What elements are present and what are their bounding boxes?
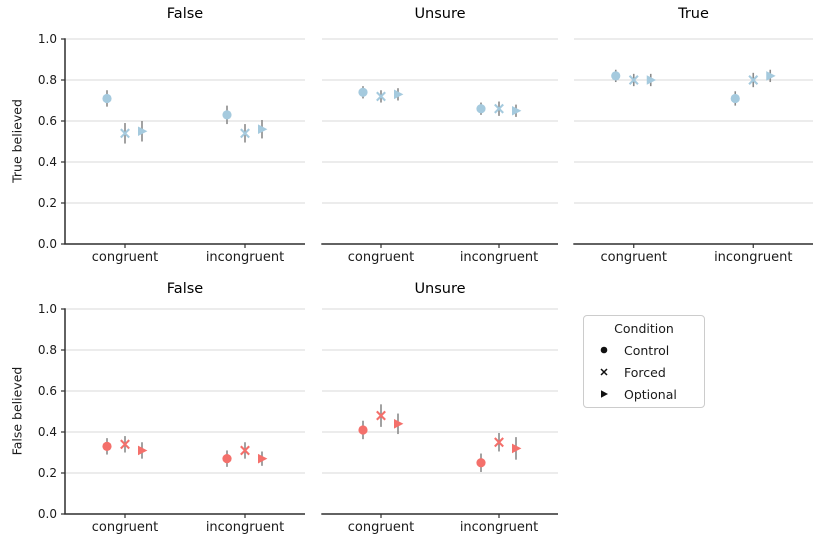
- x-category-label: congruent: [91, 250, 159, 265]
- data-point-forced: [748, 75, 759, 85]
- data-point-optional: [258, 124, 268, 134]
- data-point-control: [358, 425, 368, 435]
- panel-title-bottom-unsure: Unsure: [414, 281, 466, 297]
- data-point-optional: [394, 89, 404, 100]
- data-point-control: [730, 93, 740, 104]
- y-tick-label: 0.8: [37, 73, 57, 87]
- x-category-label: incongruent: [459, 520, 539, 535]
- x-category-label: congruent: [600, 250, 667, 265]
- data-point-optional: [512, 105, 522, 116]
- y-tick-label: 1.0: [37, 302, 57, 316]
- data-point-optional: [138, 126, 148, 137]
- x-category-label: incongruent: [459, 250, 539, 265]
- panel-title-bottom-false: False: [166, 281, 204, 297]
- data-point-control: [476, 104, 486, 114]
- legend-marker-triangle-right-icon: [601, 390, 608, 398]
- data-point-forced: [376, 91, 386, 102]
- legend-item-label: Optional: [624, 386, 677, 402]
- x-category-label: incongruent: [205, 520, 285, 535]
- y-tick-label: 0.2: [37, 466, 57, 480]
- legend-marker-circle-icon: [600, 346, 608, 354]
- x-category-label: congruent: [91, 520, 159, 535]
- y-tick-label: 0.6: [37, 384, 57, 398]
- legend-item-label: Control: [624, 342, 670, 358]
- y-tick-label: 1.0: [37, 32, 57, 46]
- legend-title: Condition: [614, 321, 674, 336]
- data-point-optional: [646, 75, 657, 85]
- y-tick-label: 0.6: [37, 114, 57, 128]
- data-point-optional: [766, 71, 776, 81]
- data-point-control: [358, 87, 368, 97]
- x-category-label: incongruent: [714, 250, 793, 265]
- data-point-forced: [240, 445, 250, 456]
- panel-title-top-false: False: [166, 6, 204, 22]
- data-point-control: [102, 441, 112, 451]
- x-category-label: incongruent: [205, 250, 285, 265]
- data-point-forced: [120, 128, 130, 139]
- data-point-optional: [138, 445, 148, 456]
- y-tick-label: 0.2: [37, 196, 57, 210]
- data-point-forced: [494, 103, 504, 114]
- y-axis-label-false-believed: False believed: [9, 366, 25, 456]
- data-point-forced: [628, 75, 639, 85]
- data-point-optional: [394, 419, 404, 429]
- legend-item-optional: Optional: [584, 383, 704, 405]
- x-category-label: congruent: [347, 250, 415, 265]
- legend-item-control: Control: [584, 339, 704, 361]
- panel-title-top-true: True: [678, 6, 709, 22]
- data-point-optional: [258, 453, 268, 464]
- data-point-forced: [120, 439, 130, 450]
- y-tick-label: 0.8: [37, 343, 57, 357]
- data-point-control: [611, 71, 621, 81]
- y-tick-label: 0.4: [37, 155, 57, 169]
- data-point-control: [102, 93, 112, 104]
- data-point-control: [476, 458, 486, 468]
- x-category-label: congruent: [347, 520, 415, 535]
- legend-marker-x-icon: [600, 368, 608, 376]
- y-tick-label: 0.4: [37, 425, 57, 439]
- data-point-optional: [512, 443, 522, 454]
- data-point-control: [222, 454, 232, 464]
- panel-title-top-unsure: Unsure: [414, 6, 466, 22]
- data-point-forced: [494, 437, 504, 448]
- data-point-forced: [376, 410, 386, 421]
- legend: Condition Control Forced Optional: [583, 315, 705, 408]
- legend-item-forced: Forced: [584, 361, 704, 383]
- y-axis-label-true-believed: True believed: [9, 99, 25, 183]
- y-tick-label: 0.0: [37, 507, 57, 521]
- y-tick-label: 0.0: [37, 237, 57, 251]
- data-point-control: [222, 110, 232, 120]
- legend-item-label: Forced: [624, 364, 666, 380]
- data-point-forced: [240, 128, 250, 139]
